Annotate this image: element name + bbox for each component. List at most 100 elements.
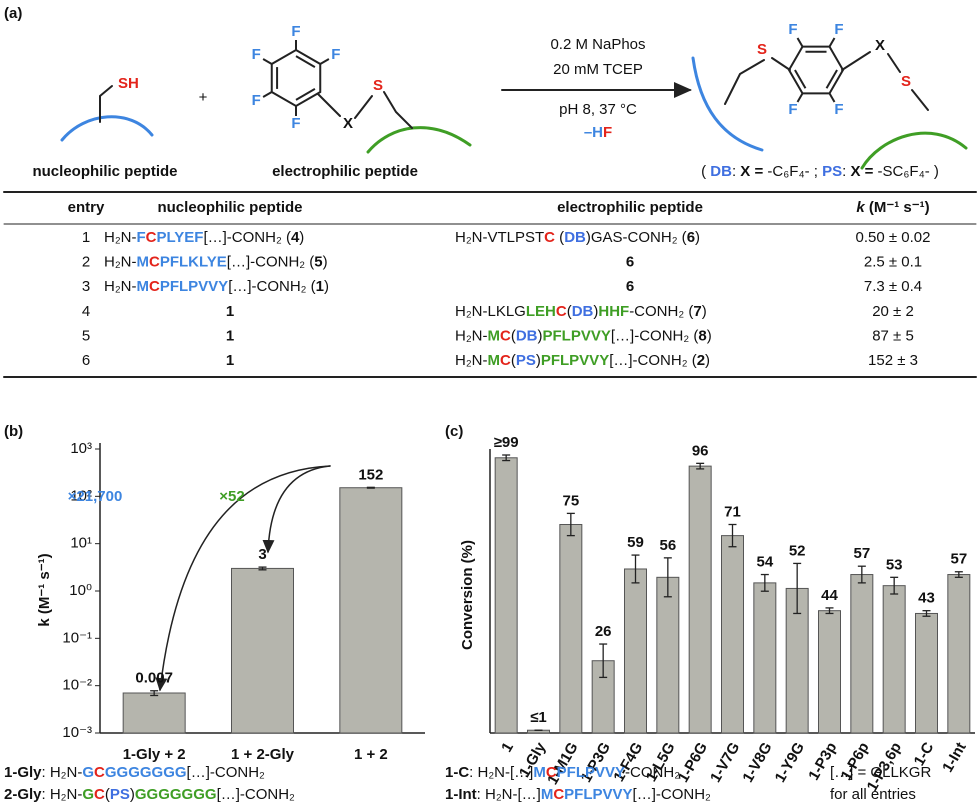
text-run: PS [110,786,130,803]
value-label: 43 [918,590,935,607]
x-tick-label: 1-Gly + 2 [123,746,186,763]
table-cell: 4 [82,303,90,320]
atom-label: F [291,115,300,132]
text-run: C [146,229,157,246]
table-cell: 0.50 ± 0.02 [856,229,931,246]
atom-label: F [291,23,300,40]
text-run: ( [511,327,516,344]
table-cell: 1 [226,303,234,320]
text-run: M [541,786,554,803]
error-bar [728,523,737,548]
text-run: DB [572,303,594,320]
text-run: C [94,764,105,781]
text-run: G [82,764,94,781]
scheme-legend: ( DB: X = -C₆F₄- ; PS: X = -SC₆F₄- ) [701,163,939,180]
text-run: : H₂N- [42,786,83,803]
bar [339,487,403,734]
text-run: -CONH₂ [625,764,680,781]
panel-label: (b) [4,423,23,440]
value-label: ≥99 [494,434,519,451]
text-run: DB [516,327,538,344]
text-run: 2-Gly [4,786,42,803]
text-run: C [500,352,511,369]
x-tick-label: 1-V8G [739,739,775,785]
table-cell: 3 [82,278,90,295]
table-cell: 152 ± 3 [868,352,918,369]
text-run: ) [695,229,700,246]
bar [688,465,712,734]
table-cell: H₂N-FCPLYEF[…]-CONH₂ (4) [104,229,304,246]
footnote: 1-Int: H₂N-[…]MCPFLPVVY[…]-CONH₂ [445,786,711,803]
text-run: 1 [316,278,324,295]
text-run: : H₂N- [42,764,83,781]
x-tick-label: 1 + 2-Gly [231,746,295,763]
value-label: 54 [756,554,773,571]
atom-label: F [252,92,261,109]
text-run: C [94,786,105,803]
panel-label: (c) [445,423,463,440]
bond [262,91,273,98]
text-run: C [149,278,160,295]
atom-label: F [834,101,843,118]
table-cell: 1 [226,327,234,344]
x-tick-label: 1-P6G [675,739,711,785]
x-tick-label: 1-V7G [707,739,743,785]
x-tick-label: 1-Int [939,739,970,775]
plus: + [199,89,208,106]
text-run: DB [564,229,586,246]
text-run: C [553,786,564,803]
text-run: 6 [687,229,695,246]
benzene-ring [270,48,322,108]
condition: 20 mM TCEP [553,61,643,78]
text-run: ( [105,786,110,803]
text-run: H₂N- [104,229,136,246]
error-bar [793,562,802,615]
table-cell: 6 [82,352,90,369]
error-bar [258,566,267,571]
bar [494,457,518,734]
bond [262,58,273,65]
value-label: 52 [789,542,806,559]
text-run: X = [740,163,767,180]
text-run: […]-CONH₂ [187,764,265,781]
table-cell: H₂N-MC(PS)PFLPVVY[…]-CONH₂ (2) [455,352,710,369]
value-label: ≤1 [530,709,547,726]
table-cell: 1 [82,229,90,246]
atom-label: X [875,37,885,54]
text-run: 2 [697,352,705,369]
text-run: HHF [598,303,629,320]
error-bar [502,454,511,462]
table-header: nucleophilic peptide [157,199,302,216]
text-run: ) [593,303,598,320]
condition: pH 8, 37 °C [559,101,637,118]
value-label: 57 [950,551,967,568]
text-run: ) [536,352,541,369]
atom-label: F [834,21,843,38]
error-bar [760,573,769,592]
text-run: ) [130,786,135,803]
text-run: : H₂N-[…] [469,764,533,781]
text-run: 6 [626,254,634,271]
text-run: C [556,303,567,320]
text-run: ) [538,327,543,344]
table-header: entry [68,199,105,216]
value-label: 59 [627,534,644,551]
text-run: ) [299,229,304,246]
bar [753,582,777,734]
text-run: H₂N-LKLG [455,303,526,320]
text-run: M [487,352,500,369]
text-run: […]-CONH₂ ( [227,254,314,271]
value-label: 75 [562,492,579,509]
bar [122,692,186,734]
text-run: electrophilic peptide [557,199,703,216]
bar [850,574,874,734]
table-cell: 2 [82,254,90,271]
text-run: 1 [226,303,234,320]
error-bar [954,571,963,578]
value-label: 96 [692,442,709,459]
y-tick-label: 10² [70,487,92,504]
error-bar [631,554,640,584]
text-run: ( [701,163,710,180]
panel-label: (a) [4,5,22,22]
atom-label: F [788,101,797,118]
